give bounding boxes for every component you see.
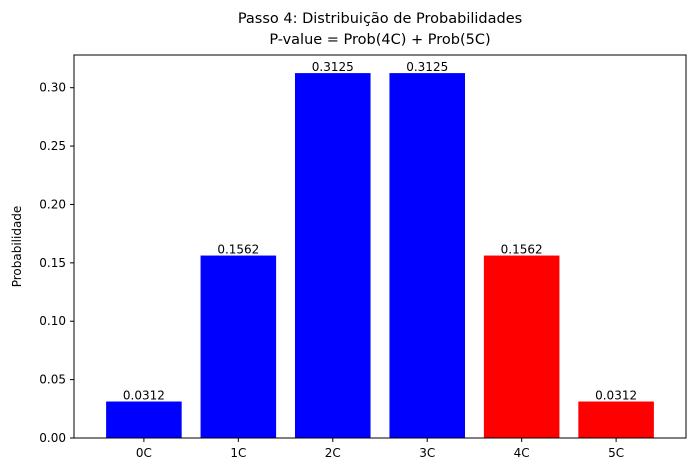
y-tick-label: 0.10 [39, 314, 66, 328]
data-label-3C: 0.3125 [406, 60, 448, 74]
bar-3C [389, 73, 465, 438]
y-axis-label: Probabilidade [10, 206, 24, 288]
data-label-4C: 0.1562 [501, 243, 543, 257]
y-axis: 0.00 0.05 0.10 0.15 0.20 0.25 0.30 [39, 81, 74, 445]
chart-title-line-1: Passo 4: Distribuição de Probabilidades [238, 11, 522, 27]
data-label-2C: 0.3125 [312, 60, 354, 74]
bar-1C [200, 255, 277, 438]
x-axis: 0C 1C 2C 3C 4C 5C [136, 438, 624, 460]
x-tick-label-3C: 3C [419, 446, 435, 460]
bar-0C [106, 401, 182, 438]
y-tick-label: 0.30 [39, 81, 66, 95]
y-tick-label: 0.05 [39, 373, 66, 387]
bar-2C [295, 73, 371, 438]
data-labels-group: 0.0312 0.1562 0.3125 0.3125 0.1562 0.0312 [123, 60, 637, 402]
plot-frame [73, 54, 687, 439]
x-tick-label-0C: 0C [136, 446, 152, 460]
bar-5C [578, 401, 654, 438]
y-tick-label: 0.15 [39, 256, 66, 270]
chart-title-line-2: P-value = Prob(4C) + Prob(5C) [269, 32, 490, 48]
x-tick-label-2C: 2C [325, 446, 341, 460]
bars-group [106, 73, 654, 438]
y-tick-label: 0.25 [39, 139, 66, 153]
data-label-0C: 0.0312 [123, 389, 165, 403]
y-tick-label: 0.00 [39, 431, 66, 445]
data-label-1C: 0.1562 [217, 243, 259, 257]
bar-4C [483, 255, 560, 438]
data-label-5C: 0.0312 [595, 389, 637, 403]
x-tick-label-4C: 4C [514, 446, 530, 460]
x-tick-label-5C: 5C [608, 446, 624, 460]
y-tick-label: 0.20 [39, 197, 66, 211]
x-tick-label-1C: 1C [230, 446, 246, 460]
